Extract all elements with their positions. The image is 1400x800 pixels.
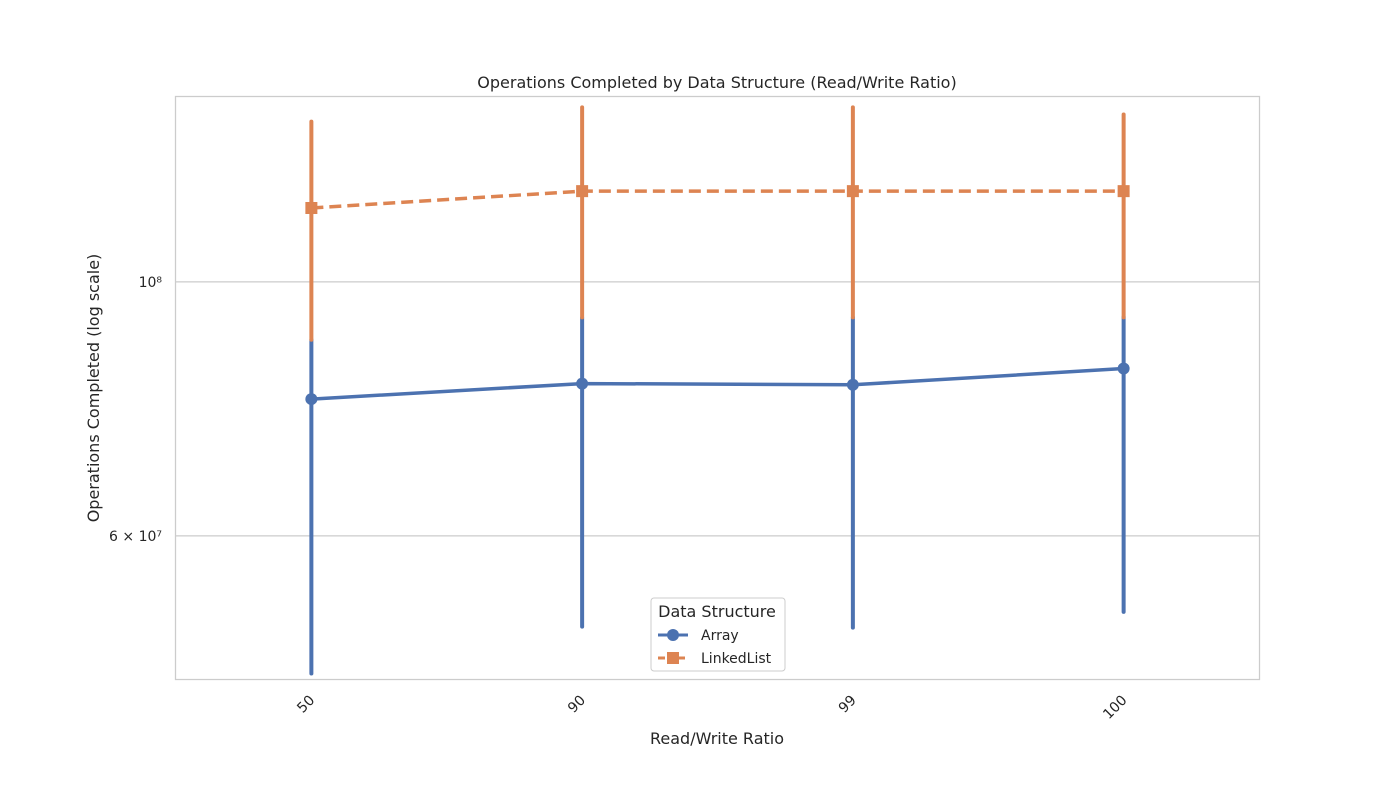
data-point [576, 378, 588, 390]
data-point [1118, 363, 1130, 375]
y-tick-label: 6 × 10⁷ [109, 529, 162, 545]
legend-marker [667, 629, 679, 641]
data-point [847, 379, 859, 391]
legend: Data Structure Array LinkedList [651, 598, 785, 671]
legend-label: LinkedList [701, 651, 772, 667]
legend-label: Array [701, 628, 739, 644]
y-axis-label: Operations Completed (log scale) [84, 254, 103, 523]
data-point [847, 185, 859, 197]
data-point [1118, 185, 1130, 197]
data-point [305, 393, 317, 405]
legend-marker [667, 652, 679, 664]
data-point [576, 185, 588, 197]
chart-title: Operations Completed by Data Structure (… [477, 73, 956, 92]
x-axis-label: Read/Write Ratio [650, 729, 784, 748]
y-tick-label: 10⁸ [139, 275, 163, 291]
legend-title: Data Structure [658, 602, 776, 621]
data-point [305, 202, 317, 214]
